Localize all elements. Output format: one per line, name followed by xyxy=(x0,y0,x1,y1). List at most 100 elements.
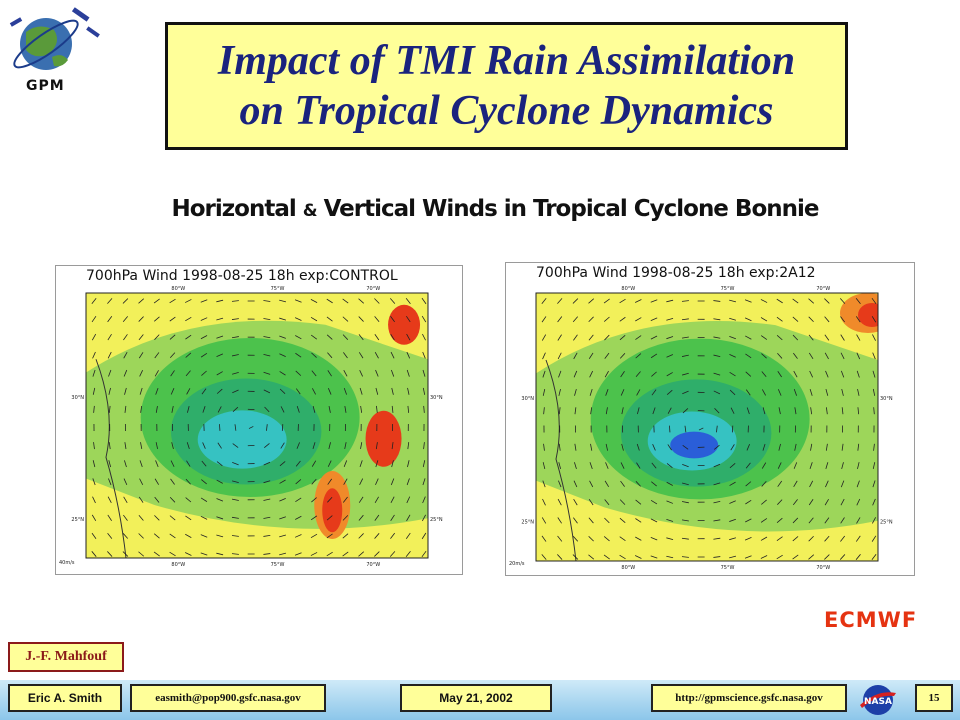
website-url[interactable]: http://gpmscience.gsfc.nasa.gov xyxy=(651,684,847,712)
wind-arrow xyxy=(634,299,642,303)
lat-label-left: 25°N xyxy=(521,519,534,525)
wind-arrow xyxy=(200,352,208,358)
wind-arrow xyxy=(92,478,96,486)
wind-arrow xyxy=(312,442,316,449)
wind-arrow xyxy=(391,460,394,468)
wind-arrow xyxy=(186,388,191,395)
wind-arrow xyxy=(279,317,287,321)
wind-arrow xyxy=(421,297,427,305)
wind-arrow xyxy=(406,514,411,522)
wind-contour xyxy=(670,431,719,459)
wind-arrow xyxy=(294,317,302,321)
wind-arrow xyxy=(651,389,657,396)
wind-arrow xyxy=(328,405,331,413)
email-address[interactable]: easmith@pop900.gsfc.nasa.gov xyxy=(130,684,326,712)
wind-arrow xyxy=(279,388,286,395)
wind-arrow xyxy=(808,554,815,560)
wind-arrow xyxy=(216,317,224,321)
wind-arrow xyxy=(604,370,609,378)
wind-arrow xyxy=(391,405,394,413)
wind-arrow xyxy=(107,551,113,557)
wind-arrow xyxy=(169,352,176,359)
wind-arrow xyxy=(588,298,595,304)
wind-arrow xyxy=(729,336,736,340)
wind-arrow xyxy=(139,460,143,468)
wind-arrow xyxy=(871,517,877,524)
wind-arrow xyxy=(793,370,798,378)
wind-arrow xyxy=(185,497,192,503)
satellite-globe-icon xyxy=(9,7,100,70)
wind-arrow xyxy=(138,533,144,539)
wind-arrow xyxy=(872,462,876,470)
wind-arrow xyxy=(857,462,860,470)
wind-arrow xyxy=(666,372,673,377)
wind-arrow xyxy=(635,335,642,340)
wind-arrow xyxy=(312,405,316,413)
wind-arrow xyxy=(856,334,861,341)
wind-arrow xyxy=(91,532,97,540)
wind-arrow xyxy=(619,536,626,542)
wind-arrow xyxy=(108,369,112,377)
wind-arrow xyxy=(405,298,411,304)
wind-arrow xyxy=(169,316,176,322)
wind-arrow xyxy=(295,515,302,520)
wind-arrow xyxy=(326,551,333,557)
wind-arrow xyxy=(200,552,208,556)
slide-title-box: Impact of TMI Rain Assimilation on Tropi… xyxy=(165,22,848,150)
wind-arrow xyxy=(107,298,113,304)
wind-arrow xyxy=(872,334,876,341)
wind-arrow xyxy=(327,478,333,485)
wind-arrow xyxy=(589,370,594,378)
wind-arrow xyxy=(541,316,547,323)
wind-arrow xyxy=(311,497,317,503)
wind-arrow xyxy=(421,315,427,323)
wind-arrow xyxy=(326,316,333,322)
wind-arrow xyxy=(296,406,300,413)
wind-arrow xyxy=(809,370,813,378)
wind-arrow xyxy=(840,352,845,360)
wind-arrow xyxy=(344,405,347,413)
lon-label-bottom: 80°W xyxy=(621,565,635,571)
wind-arrow xyxy=(342,551,349,557)
wind-arrow xyxy=(603,536,610,542)
wind-arrow xyxy=(311,478,317,485)
wind-arrow xyxy=(873,443,875,451)
wind-arrow xyxy=(342,496,348,503)
wind-arrow xyxy=(391,387,394,395)
wind-arrow xyxy=(407,442,410,450)
wind-arrow xyxy=(375,460,379,468)
wind-arrow xyxy=(279,461,286,467)
wind-arrow xyxy=(558,407,561,415)
wind-arrow xyxy=(422,333,426,341)
wind-arrow xyxy=(92,460,96,468)
wind-arrow xyxy=(169,497,176,503)
wind-arrow xyxy=(91,298,97,304)
wind-arrow xyxy=(405,532,411,540)
wind-arrow xyxy=(170,370,175,377)
wind-arrow xyxy=(122,551,129,557)
wind-arrow xyxy=(793,462,798,469)
wind-arrow xyxy=(760,335,768,340)
wind-arrow xyxy=(279,299,287,303)
wind-arrow xyxy=(574,388,577,396)
wind-arrow xyxy=(154,352,160,359)
wind-arrow xyxy=(856,370,860,378)
svg-text:NASA: NASA xyxy=(864,697,892,707)
wind-arrow xyxy=(635,371,641,378)
wind-arrow xyxy=(231,516,239,519)
lon-label-top: 75°W xyxy=(721,286,735,292)
wind-arrow xyxy=(326,334,333,340)
wind-arrow xyxy=(840,370,845,378)
wind-arrow xyxy=(231,553,239,555)
wind-arrow xyxy=(310,316,318,322)
wind-arrow xyxy=(200,515,208,520)
wind-arrow xyxy=(760,555,768,559)
wind-arrow xyxy=(310,334,318,340)
wind-arrow xyxy=(558,462,562,470)
wind-arrow xyxy=(605,443,608,451)
wind-arrow xyxy=(636,443,640,451)
wind-arrow xyxy=(294,534,302,538)
wind-arrow xyxy=(107,532,113,539)
wind-arrow xyxy=(543,443,545,451)
wind-arrow xyxy=(542,462,546,470)
